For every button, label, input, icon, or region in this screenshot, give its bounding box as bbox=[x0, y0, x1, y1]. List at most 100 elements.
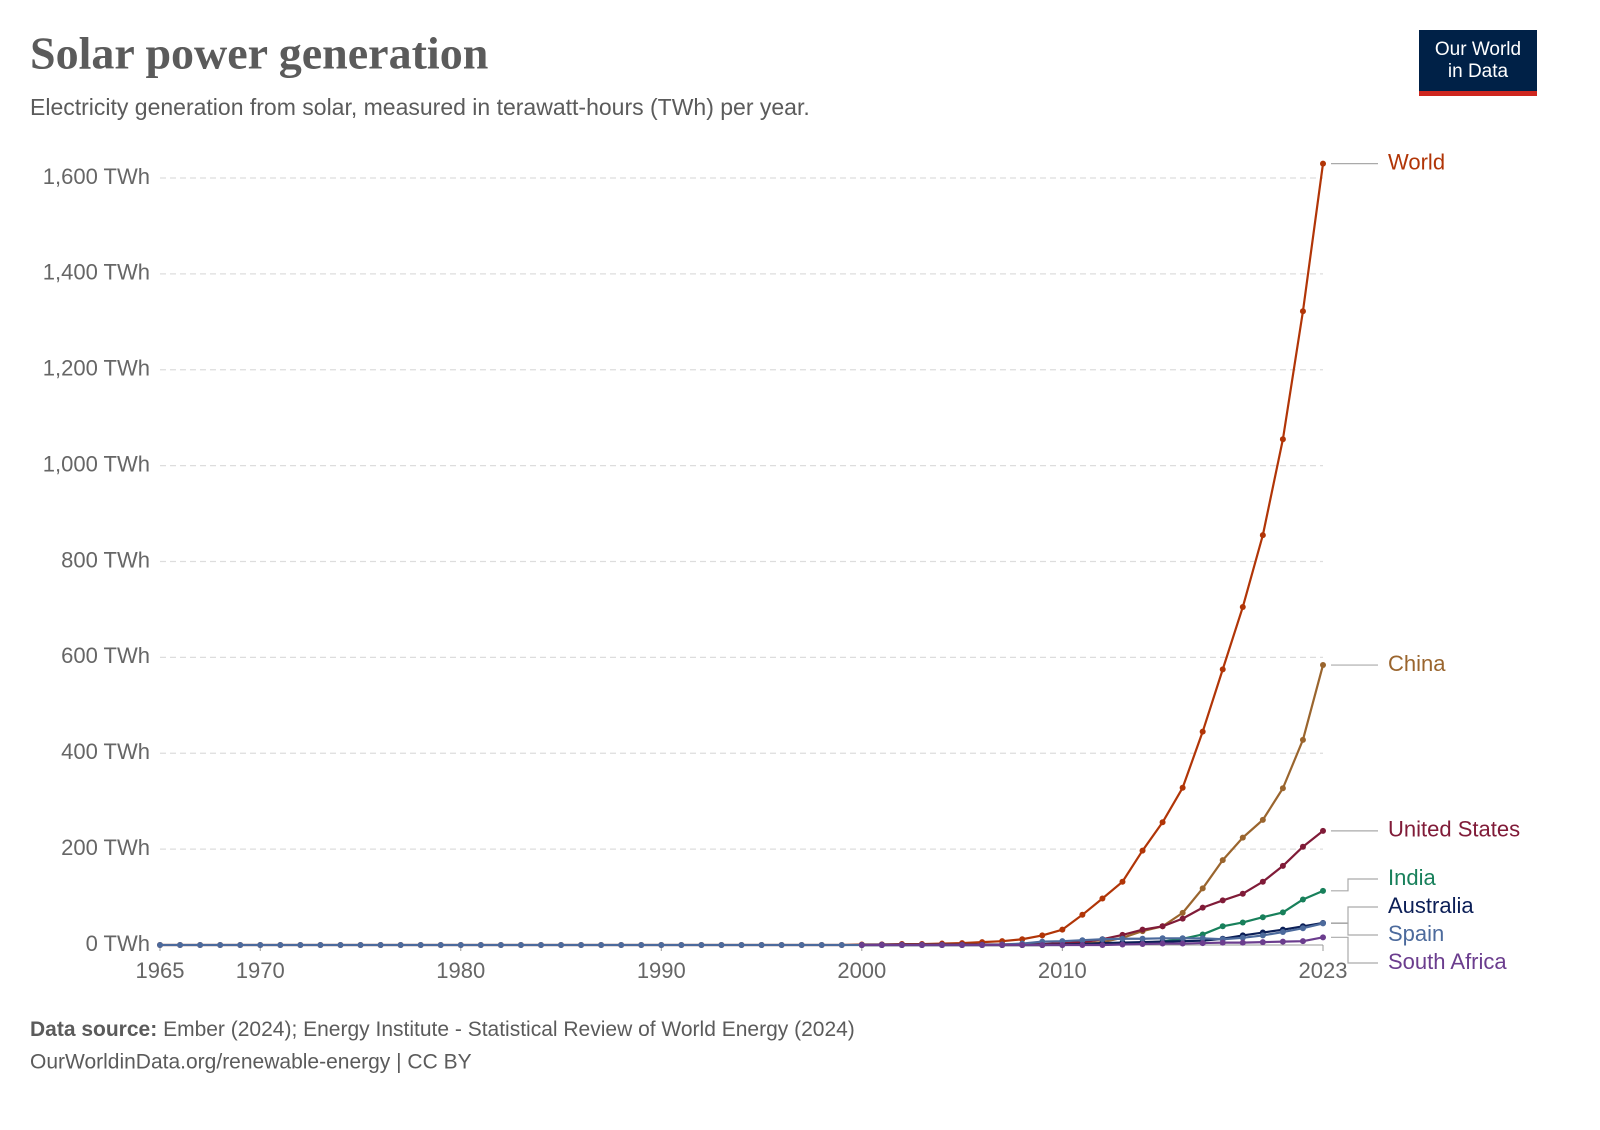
x-tick-label: 1990 bbox=[637, 958, 686, 983]
data-point bbox=[357, 942, 364, 948]
data-point bbox=[939, 942, 946, 948]
data-point bbox=[437, 942, 444, 948]
data-point bbox=[377, 942, 384, 948]
data-point bbox=[1179, 784, 1186, 791]
data-point bbox=[1119, 935, 1126, 942]
data-point bbox=[317, 942, 324, 948]
data-point bbox=[1279, 938, 1286, 945]
label-connector bbox=[1331, 922, 1378, 936]
data-point bbox=[1199, 904, 1206, 911]
data-point bbox=[718, 942, 725, 948]
data-point bbox=[1279, 436, 1286, 443]
data-point bbox=[1239, 604, 1246, 611]
y-tick-label: 600 TWh bbox=[61, 643, 150, 668]
data-point bbox=[1179, 940, 1186, 947]
data-point bbox=[1259, 939, 1266, 946]
series-label: World bbox=[1388, 149, 1445, 174]
source-text: Ember (2024); Energy Institute - Statist… bbox=[163, 1018, 855, 1041]
data-point bbox=[217, 942, 224, 948]
data-point bbox=[1119, 878, 1126, 885]
data-point bbox=[1239, 939, 1246, 946]
x-tick-label: 2000 bbox=[837, 958, 886, 983]
data-point bbox=[1159, 923, 1166, 930]
data-point bbox=[297, 942, 304, 948]
x-tick-label: 2010 bbox=[1038, 958, 1087, 983]
source-url[interactable]: OurWorldinData.org/renewable-energy | CC… bbox=[30, 1051, 472, 1074]
data-point bbox=[1159, 940, 1166, 947]
logo[interactable]: Our World in Data bbox=[1419, 30, 1537, 96]
data-point bbox=[1199, 935, 1206, 942]
data-point bbox=[1139, 941, 1146, 948]
data-point bbox=[177, 942, 184, 948]
data-point bbox=[1299, 938, 1306, 945]
data-point bbox=[1039, 932, 1046, 939]
data-point bbox=[618, 942, 625, 948]
data-point bbox=[1259, 878, 1266, 885]
data-point bbox=[578, 942, 585, 948]
data-point bbox=[1159, 819, 1166, 826]
data-point bbox=[999, 942, 1006, 948]
series-label: South Africa bbox=[1388, 949, 1507, 974]
data-point bbox=[1059, 942, 1066, 948]
data-point bbox=[1139, 926, 1146, 933]
data-point bbox=[497, 942, 504, 948]
data-point bbox=[1239, 934, 1246, 941]
label-connector bbox=[1331, 878, 1378, 892]
source-label: Data source: bbox=[30, 1018, 157, 1041]
x-tick-label: 1970 bbox=[236, 958, 285, 983]
chart-subtitle: Electricity generation from solar, measu… bbox=[30, 94, 810, 120]
data-point bbox=[1019, 936, 1026, 943]
data-point bbox=[959, 942, 966, 948]
data-point bbox=[638, 942, 645, 948]
data-point bbox=[1239, 834, 1246, 841]
data-point bbox=[1219, 857, 1226, 864]
data-point bbox=[1279, 909, 1286, 916]
label-connector bbox=[1331, 936, 1378, 964]
data-point bbox=[758, 942, 765, 948]
data-point bbox=[918, 942, 925, 948]
data-point bbox=[537, 942, 544, 948]
data-point bbox=[1119, 941, 1126, 948]
data-point bbox=[1259, 532, 1266, 539]
x-tick-label: 2023 bbox=[1299, 958, 1348, 983]
data-point bbox=[1299, 896, 1306, 903]
data-point bbox=[1320, 662, 1326, 669]
data-point bbox=[1079, 911, 1086, 918]
x-tick-label: 1980 bbox=[436, 958, 485, 983]
series-label: United States bbox=[1388, 817, 1520, 842]
x-tick-label: 1965 bbox=[136, 958, 185, 983]
data-point bbox=[838, 942, 845, 948]
y-tick-label: 1,600 TWh bbox=[43, 164, 150, 189]
data-point bbox=[558, 942, 565, 948]
data-point bbox=[1320, 920, 1326, 927]
y-tick-label: 400 TWh bbox=[61, 739, 150, 764]
data-point bbox=[1099, 942, 1106, 948]
data-point bbox=[898, 942, 905, 948]
data-point bbox=[397, 942, 404, 948]
data-point bbox=[1320, 934, 1326, 941]
data-point bbox=[1219, 939, 1226, 946]
data-point bbox=[277, 942, 284, 948]
series-label: China bbox=[1388, 651, 1446, 676]
data-point bbox=[858, 942, 865, 948]
logo-bar bbox=[1419, 91, 1537, 96]
data-point bbox=[1259, 816, 1266, 823]
data-point bbox=[237, 942, 244, 948]
data-point bbox=[457, 942, 464, 948]
logo-text: in Data bbox=[1448, 61, 1509, 82]
data-point bbox=[698, 942, 705, 948]
series-label: Spain bbox=[1388, 921, 1444, 946]
data-point bbox=[738, 942, 745, 948]
logo-text: Our World bbox=[1435, 39, 1521, 60]
data-point bbox=[658, 942, 665, 948]
data-point bbox=[1179, 915, 1186, 922]
data-point bbox=[778, 942, 785, 948]
data-point bbox=[1279, 785, 1286, 792]
data-point bbox=[798, 942, 805, 948]
data-point bbox=[1099, 895, 1106, 902]
data-point bbox=[1279, 862, 1286, 869]
data-point bbox=[517, 942, 524, 948]
data-point bbox=[1059, 926, 1066, 933]
data-point bbox=[1239, 890, 1246, 897]
y-tick-label: 1,400 TWh bbox=[43, 260, 150, 285]
